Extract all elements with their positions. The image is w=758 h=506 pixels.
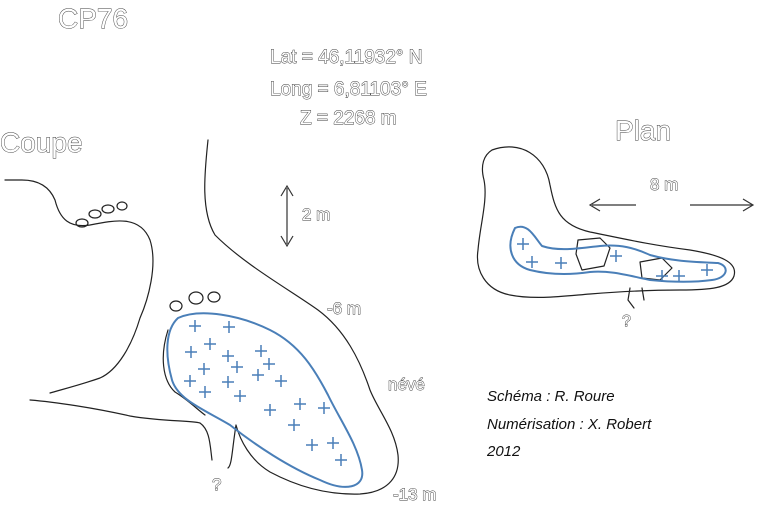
section-label: Coupe: [0, 127, 83, 158]
plan-question-mark: ?: [622, 313, 631, 330]
depth-label-13m: -13 m: [393, 485, 436, 504]
section-snow-outline: [166, 312, 364, 488]
latitude-label: Lat = 46,11932° N: [270, 47, 423, 68]
plan-label: Plan: [615, 115, 671, 146]
plan-snow-outline: [509, 225, 727, 283]
vertical-scale-label: 2 m: [302, 205, 330, 224]
cave-title: CP76: [58, 3, 128, 34]
plan-snow-crosses: [517, 238, 713, 282]
horizontal-scale-arrow: [588, 198, 755, 212]
credit-schema: Schéma : R. Roure: [487, 388, 615, 405]
horizontal-scale-label: 8 m: [650, 175, 678, 194]
section-snow-crosses: [184, 320, 347, 466]
section-cave-outline: [4, 139, 399, 495]
longitude-label: Long = 6,81103° E: [270, 79, 427, 100]
altitude-label: Z = 2268 m: [300, 108, 397, 129]
plan-cave-outline: [476, 146, 736, 309]
neve-label: névé: [388, 375, 425, 394]
credit-digitization: Numérisation : X. Robert: [487, 416, 652, 433]
depth-label-6m: -6 m: [327, 299, 361, 318]
credit-year: 2012: [486, 443, 521, 460]
section-question-mark: ?: [212, 475, 221, 494]
vertical-scale-arrow: [280, 184, 294, 248]
